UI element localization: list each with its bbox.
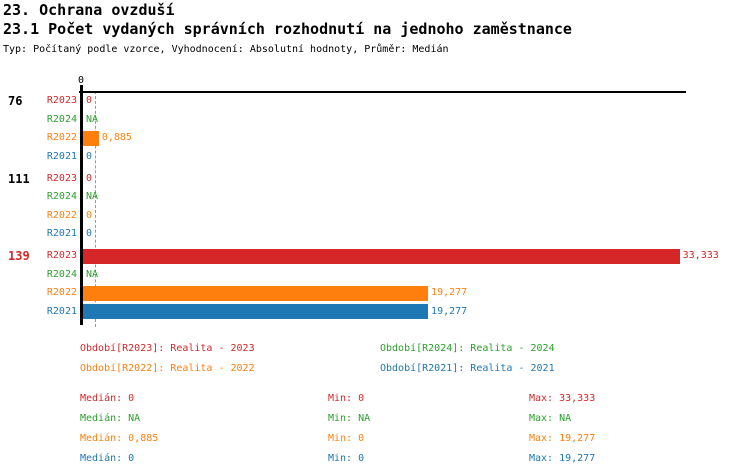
- page-title: 23. Ochrana ovzduší: [3, 1, 175, 19]
- series-label: R2021: [46, 228, 77, 240]
- stat-min-r2023: Min: 0: [328, 393, 365, 404]
- x-axis-line: [79, 91, 686, 93]
- bar-value-label: 19,277: [431, 287, 468, 299]
- chart-row: R2023 0: [0, 92, 750, 111]
- legend-item-r2022: Období[R2022]: Realita - 2022: [80, 363, 255, 374]
- chart-row: R2022 0: [0, 207, 750, 226]
- median-line: [95, 91, 96, 327]
- bar-group-139: 139 R2023 33,333 R2024 NA R2022 19,277 R…: [0, 247, 750, 321]
- chart-row: R2021 0: [0, 225, 750, 244]
- series-label: R2021: [46, 305, 77, 317]
- chart-row: R2022 0,885: [0, 129, 750, 148]
- chart-row: R2024 NA: [0, 188, 750, 207]
- stat-median-r2021: Medián: 0: [80, 453, 135, 464]
- legend-item-r2023: Období[R2023]: Realita - 2023: [80, 343, 255, 354]
- bar-value-label: 19,277: [431, 305, 468, 317]
- group-number: 76: [8, 94, 23, 108]
- bar-value-label: NA: [86, 268, 99, 280]
- stat-min-r2024: Min: NA: [328, 413, 371, 424]
- chart-row: R2021 19,277: [0, 303, 750, 322]
- bar-group-76: 76 R2023 0 R2024 NA R2022 0,885 R2021 0: [0, 92, 750, 166]
- bar: [83, 130, 99, 146]
- series-label: R2023: [46, 250, 77, 262]
- bar-value-label: NA: [86, 191, 99, 203]
- series-label: R2024: [46, 113, 77, 125]
- series-label: R2022: [46, 132, 77, 144]
- stat-median-r2022: Medián: 0,885: [80, 433, 159, 444]
- chart-row: R2021 0: [0, 148, 750, 167]
- chart-row: R2023 33,333: [0, 247, 750, 266]
- x-axis-zero-label: 0: [77, 75, 85, 86]
- chart-row: R2024 NA: [0, 266, 750, 285]
- bar-value-label: 0: [86, 228, 93, 240]
- series-label: R2023: [46, 172, 77, 184]
- chart-row: R2022 19,277: [0, 284, 750, 303]
- series-label: R2023: [46, 95, 77, 107]
- series-label: R2024: [46, 191, 77, 203]
- y-axis-line: [80, 85, 83, 325]
- stat-median-r2024: Medián: NA: [80, 413, 141, 424]
- page-subtitle: 23.1 Počet vydaných správních rozhodnutí…: [3, 20, 572, 38]
- bar-value-label: NA: [86, 113, 99, 125]
- stat-max-r2024: Max: NA: [529, 413, 572, 424]
- bar-group-111: 111 R2023 0 R2024 NA R2022 0 R2021 0: [0, 170, 750, 244]
- legend-item-r2024: Období[R2024]: Realita - 2024: [380, 343, 555, 354]
- stat-min-r2022: Min: 0: [328, 433, 365, 444]
- bar-chart: 76 R2023 0 R2024 NA R2022 0,885 R2021 0 …: [0, 92, 750, 325]
- stat-median-r2023: Medián: 0: [80, 393, 135, 404]
- stat-max-r2023: Max: 33,333: [529, 393, 596, 404]
- group-number: 111: [8, 171, 30, 186]
- stat-min-r2021: Min: 0: [328, 453, 365, 464]
- group-number: 139: [8, 249, 30, 263]
- series-label: R2024: [46, 268, 77, 280]
- bar-value-label: 0: [86, 150, 93, 162]
- stat-max-r2021: Max: 19,277: [529, 453, 596, 464]
- chart-meta: Typ: Počítaný podle vzorce, Vyhodnocení:…: [3, 44, 449, 55]
- bar-value-label: 0,885: [101, 132, 132, 144]
- series-label: R2021: [46, 150, 77, 162]
- bar-value-label: 0: [86, 172, 93, 184]
- legend-item-r2021: Období[R2021]: Realita - 2021: [380, 363, 555, 374]
- bar: [83, 304, 429, 320]
- bar: [83, 248, 680, 264]
- bar-value-label: 0: [86, 95, 93, 107]
- series-label: R2022: [46, 287, 77, 299]
- bar-value-label: 33,333: [682, 250, 719, 262]
- bar-value-label: 0: [86, 209, 93, 221]
- chart-row: R2024 NA: [0, 111, 750, 130]
- series-label: R2022: [46, 209, 77, 221]
- stat-max-r2022: Max: 19,277: [529, 433, 596, 444]
- bar: [83, 285, 429, 301]
- chart-row: R2023 0: [0, 170, 750, 189]
